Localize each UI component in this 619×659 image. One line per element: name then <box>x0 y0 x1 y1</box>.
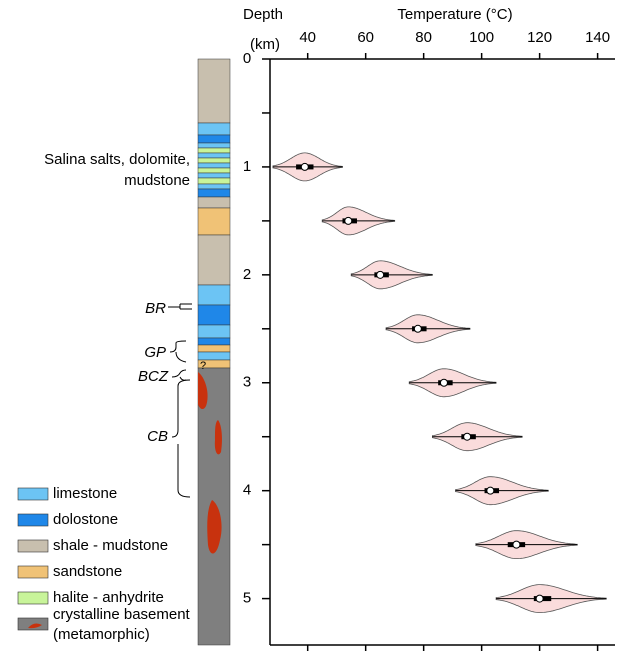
column-label: ? <box>200 360 206 372</box>
column-label: CB <box>147 428 168 445</box>
column-label: BR <box>145 300 166 317</box>
legend-label: limestone <box>53 485 117 502</box>
x-axis-title: Temperature (°C) <box>397 6 512 23</box>
column-label: mudstone <box>124 172 190 189</box>
column-brackets <box>168 304 192 497</box>
column-label: Salina salts, dolomite, <box>44 151 190 168</box>
legend-label: sandstone <box>53 563 122 580</box>
legend-swatch <box>18 488 48 500</box>
median <box>377 271 384 278</box>
legend-swatch <box>18 514 48 526</box>
median <box>414 325 421 332</box>
y-tick-label: 4 <box>243 482 251 499</box>
median <box>513 541 520 548</box>
figure: Salina salts, dolomite, mudstone BR GP B… <box>0 0 619 654</box>
median <box>345 217 352 224</box>
x-tick-label: 40 <box>299 29 316 46</box>
legend-swatch <box>18 592 48 604</box>
median <box>301 163 308 170</box>
legend-swatch <box>18 618 48 630</box>
legend-swatch <box>18 540 48 552</box>
legend-label: dolostone <box>53 511 118 528</box>
legend-label: (metamorphic) <box>53 626 150 643</box>
legend-label: halite - anhydrite <box>53 589 164 606</box>
median <box>487 487 494 494</box>
median <box>440 379 447 386</box>
y-tick-label: 0 <box>243 50 251 67</box>
legend-label: crystalline basement <box>53 606 191 623</box>
y-tick-label: 1 <box>243 158 251 175</box>
x-tick-label: 120 <box>527 29 552 46</box>
column-label: GP <box>144 344 166 361</box>
y-axis-title: Depth <box>243 6 283 23</box>
y-tick-label: 3 <box>243 374 251 391</box>
x-tick-label: 100 <box>469 29 494 46</box>
x-tick-label: 80 <box>415 29 432 46</box>
y-axis-unit: (km) <box>250 36 280 53</box>
x-tick-label: 140 <box>585 29 610 46</box>
legend-label: shale - mudstone <box>53 537 168 554</box>
x-tick-label: 60 <box>357 29 374 46</box>
median <box>464 433 471 440</box>
median <box>536 595 543 602</box>
legend-swatch <box>18 566 48 578</box>
y-tick-label: 5 <box>243 590 251 607</box>
strat-column <box>198 59 230 645</box>
column-label: BCZ <box>138 368 169 385</box>
y-tick-label: 2 <box>243 266 251 283</box>
